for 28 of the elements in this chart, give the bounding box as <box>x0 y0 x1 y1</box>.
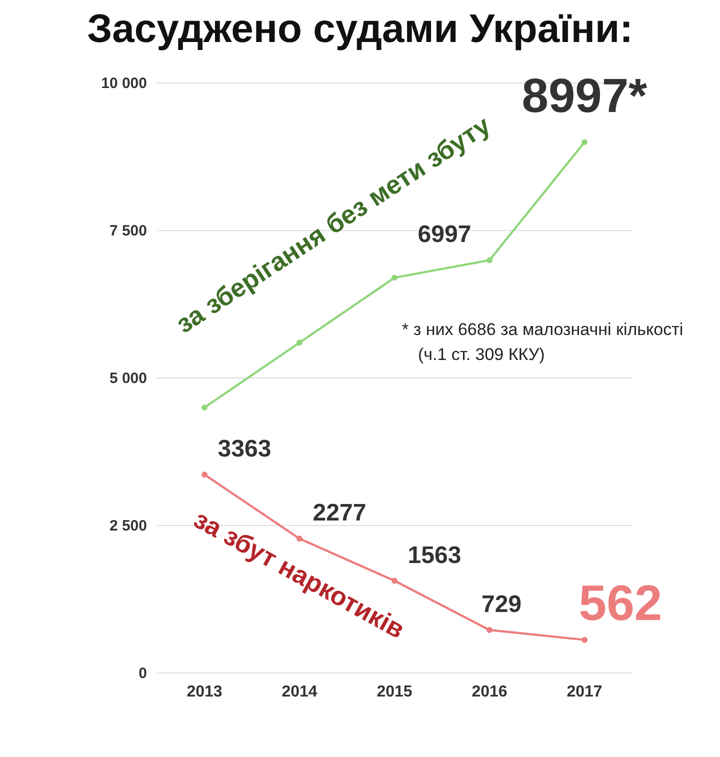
point <box>392 274 398 281</box>
y-tick-label: 5 000 <box>109 370 147 387</box>
data-label: 6997 <box>418 221 472 248</box>
point <box>296 340 302 346</box>
chart-title: Засуджено судами України: <box>87 7 633 51</box>
point <box>582 636 588 643</box>
point <box>582 139 588 146</box>
x-tick-label: 2013 <box>186 683 222 700</box>
x-tick-label: 2016 <box>472 683 508 700</box>
data-label: 8997* <box>522 70 648 124</box>
x-tick-label: 2017 <box>566 683 602 700</box>
point <box>486 257 492 264</box>
y-tick-label: 10 000 <box>101 74 147 92</box>
data-label: 2277 <box>312 500 366 527</box>
x-tick-label: 2014 <box>282 683 318 700</box>
data-label: 729 <box>481 590 522 618</box>
data-label: 562 <box>578 574 662 631</box>
data-label: 3363 <box>218 436 272 463</box>
y-tick-label: 7 500 <box>109 222 147 240</box>
point <box>202 472 208 478</box>
y-tick-label: 2 500 <box>109 517 147 534</box>
point <box>296 536 302 542</box>
point <box>202 404 208 410</box>
data-label: 1563 <box>408 542 462 569</box>
point <box>486 627 492 633</box>
y-tick-label: 0 <box>138 664 147 682</box>
annotation: * з них 6686 за малозначні кількості (ч.1 ст. 309 ККУ) <box>402 320 684 364</box>
x-tick-label: 2015 <box>376 683 412 700</box>
